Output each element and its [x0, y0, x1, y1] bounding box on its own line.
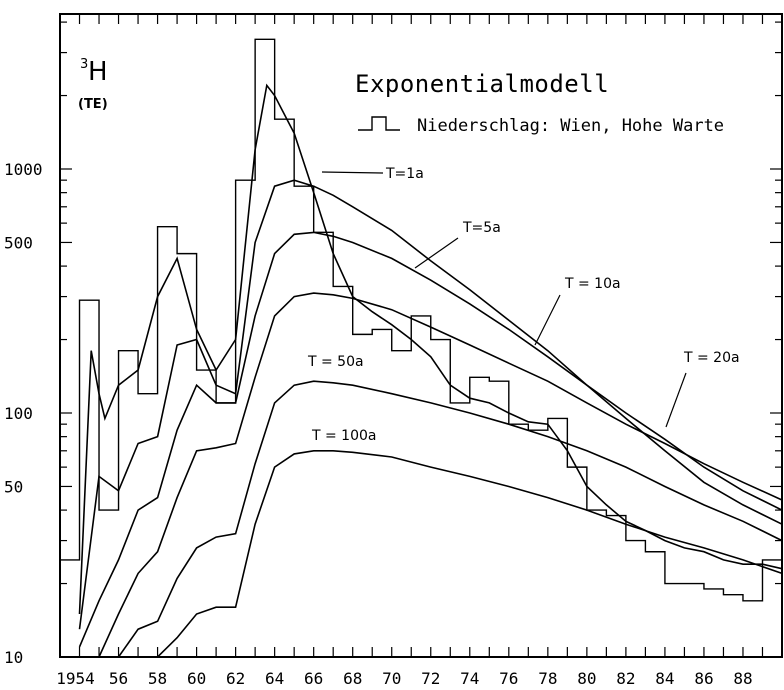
y-tick-label: 50	[4, 477, 23, 496]
x-tick-label: 68	[343, 669, 362, 688]
x-tick-label: 56	[109, 669, 128, 688]
x-tick-label: 80	[577, 669, 596, 688]
y-axis-isotope-superscript: 3	[80, 57, 88, 72]
x-tick-label: 76	[499, 669, 518, 688]
x-tick-label: 60	[187, 669, 206, 688]
curve-label-leader-line	[414, 237, 459, 269]
curve-label-leader-line	[321, 171, 384, 174]
x-tick-label: 64	[265, 669, 284, 688]
y-axis-unit-label: (TE)	[78, 97, 108, 112]
curve-t-5a	[78, 179, 783, 630]
y-tick-label: 1000	[4, 160, 43, 179]
x-tick-label: 82	[616, 669, 635, 688]
x-tick-label: 70	[382, 669, 401, 688]
plot-frame	[59, 13, 783, 658]
curve-t-50a	[117, 380, 783, 658]
curve-label-t-10a: T = 10a	[564, 276, 621, 292]
curve-label-t-100a: T = 100a	[311, 428, 376, 444]
curve-label-leader-line	[665, 372, 687, 428]
curve-label-leader-line	[534, 294, 561, 346]
curve-t-10a	[78, 231, 783, 648]
x-tick-label: 58	[148, 669, 167, 688]
curve-label-t-5a: T=5a	[462, 220, 501, 236]
precipitation-step-line	[60, 38, 782, 602]
y-axis-isotope-symbol: H	[88, 57, 108, 87]
curve-t-1a	[78, 83, 783, 615]
precipitation-steps	[60, 38, 782, 602]
y-tick-label: 10	[4, 648, 23, 667]
y-tick-label: 500	[4, 233, 33, 252]
curve-t-20a	[98, 292, 783, 658]
curve-label-t-50a: T = 50a	[307, 354, 364, 370]
legend-step-symbol	[358, 116, 400, 131]
x-tick-label: 1954	[56, 669, 95, 688]
curve-label-t-20a: T = 20a	[683, 350, 740, 366]
x-tick-label: 86	[694, 669, 713, 688]
x-tick-label: 66	[304, 669, 323, 688]
tick-labels: 10 50 100 500 1000 1954 56 58 60 62 64 66 68 70 72 74 76…	[4, 160, 753, 688]
x-tick-label: 74	[460, 669, 479, 688]
model-curves	[78, 83, 783, 658]
x-tick-label: 78	[538, 669, 557, 688]
legend-entry-label: Niederschlag: Wien, Hohe Warte	[417, 116, 724, 136]
curve-label-t-1a: T=1a	[385, 166, 424, 182]
x-tick-label: 84	[655, 669, 674, 688]
axis-ticks	[59, 14, 783, 658]
chart-title: Exponentialmodell	[355, 70, 609, 98]
x-tick-label: 88	[733, 669, 752, 688]
y-tick-label: 100	[4, 404, 33, 423]
curve-labels: T=1a T=5a T = 10a T = 20a T = 50a T = 100a	[307, 166, 740, 444]
x-tick-label: 72	[421, 669, 440, 688]
x-tick-label: 62	[226, 669, 245, 688]
curve-t-100a	[147, 450, 783, 658]
